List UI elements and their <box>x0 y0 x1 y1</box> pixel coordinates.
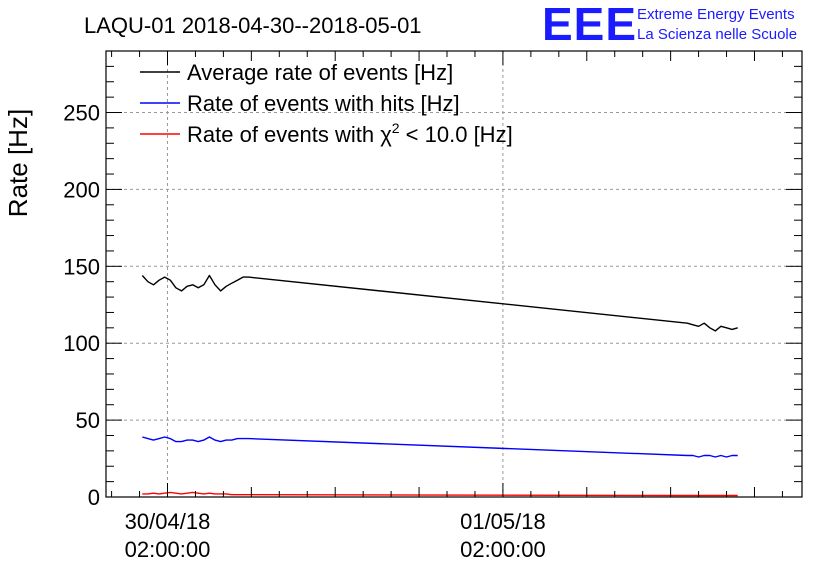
legend-label-0: Average rate of events [Hz] <box>187 60 453 85</box>
eee-logo-text: EEE <box>542 0 637 50</box>
legend-label-1: Rate of events with hits [Hz] <box>187 91 460 116</box>
legend-label-text: Rate of events with hits [Hz] <box>187 91 460 116</box>
plot-frame <box>105 50 803 498</box>
chart-title: LAQU-01 2018-04-30--2018-05-01 <box>84 13 422 38</box>
y-axis-label: Rate [Hz] <box>3 109 33 217</box>
series-line-2 <box>142 491 738 497</box>
legend-label-2: Rate of events with χ2 < 10.0 [Hz] <box>187 120 513 147</box>
grid-lines <box>106 51 802 497</box>
y-tick-label: 0 <box>88 485 100 510</box>
x-tick-date-label: 30/04/18 <box>125 509 211 534</box>
y-tick-label: 100 <box>63 331 100 356</box>
x-tick-time-label: 02:00:00 <box>460 537 546 562</box>
y-tick-label: 250 <box>63 101 100 126</box>
y-tick-label: 50 <box>76 408 100 433</box>
legend-superscript: 2 <box>392 120 400 136</box>
legend: Average rate of events [Hz] Rate of event… <box>140 60 513 147</box>
tick-labels: 0 50 100 150 200 250 30/04/18 02:00:00 01/05/18 0… <box>63 101 545 562</box>
axis-ticks <box>106 50 802 498</box>
y-tick-label: 150 <box>63 254 100 279</box>
series-line-0 <box>141 274 738 332</box>
x-tick-time-label: 02:00:00 <box>125 537 211 562</box>
x-tick-date-label: 01/05/18 <box>460 509 546 534</box>
brand-line-1: Extreme Energy Events <box>637 6 795 23</box>
brand-line-2: La Scienza nelle Scuole <box>637 26 797 43</box>
legend-label-text: Rate of events with χ <box>187 122 392 147</box>
y-tick-label: 200 <box>63 177 100 202</box>
legend-label-text: Average rate of events [Hz] <box>187 60 453 85</box>
series-line-1 <box>142 436 738 458</box>
legend-label-suffix: < 10.0 [Hz] <box>400 122 513 147</box>
eee-logo: EEE Extreme Energy Events La Scienza nel… <box>542 0 797 50</box>
data-series <box>141 274 738 497</box>
